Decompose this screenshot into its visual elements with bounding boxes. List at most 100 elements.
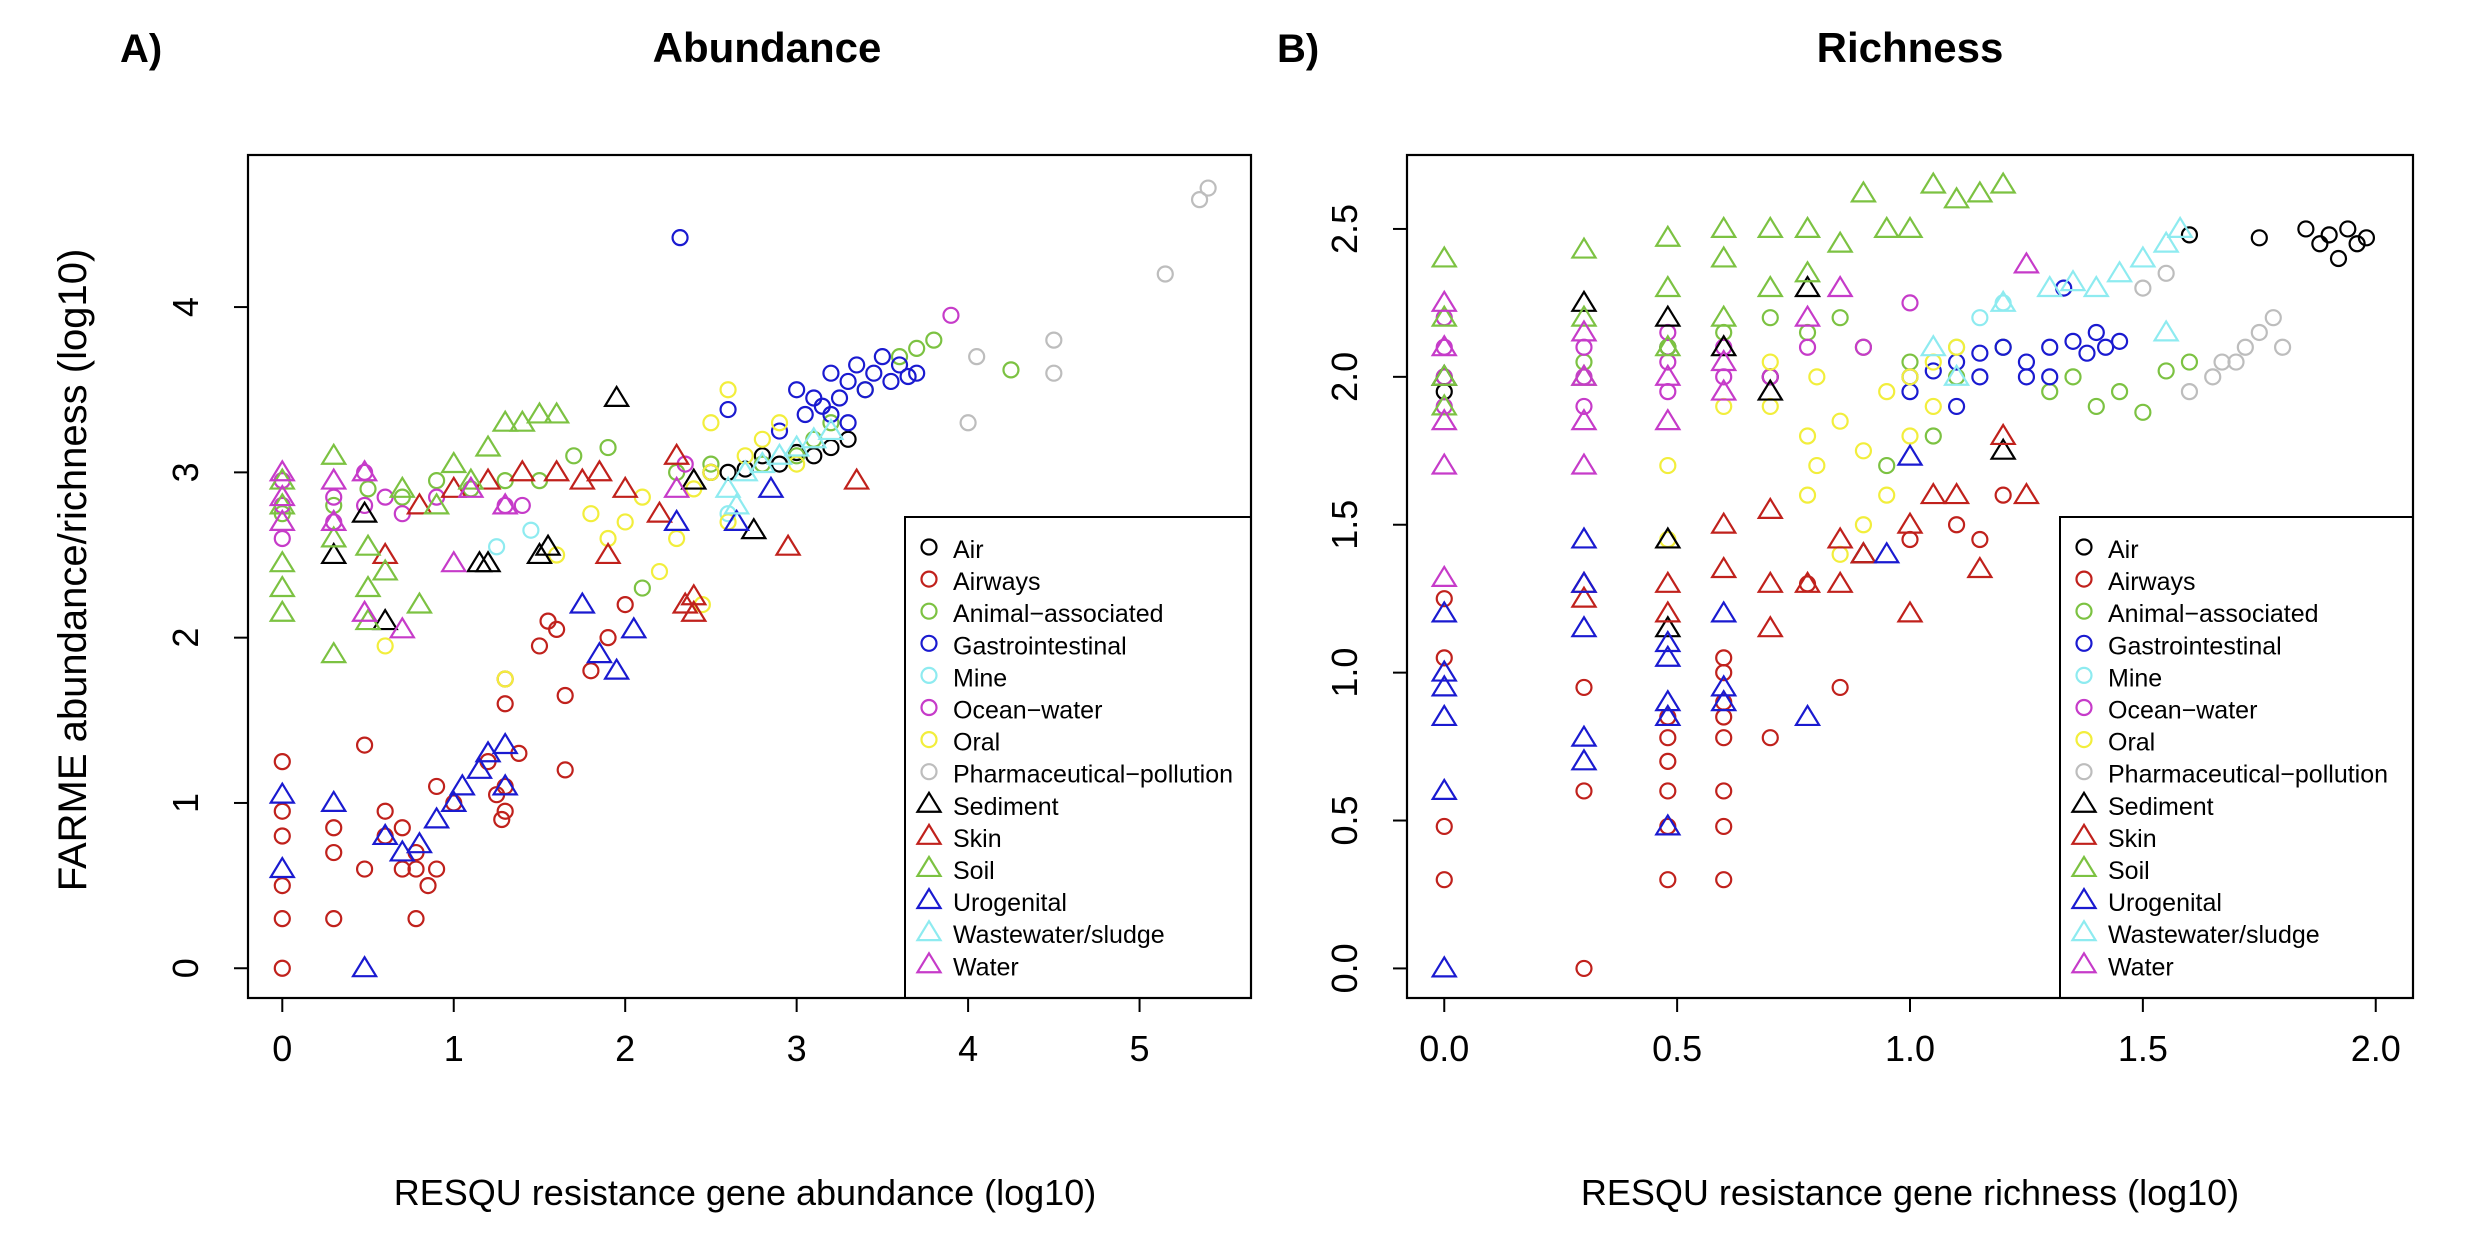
point-gastrointestinal — [2064, 332, 2082, 350]
point-water — [440, 550, 468, 573]
point-oral — [1901, 427, 1919, 445]
point-sediment — [1794, 274, 1822, 298]
point-soil — [405, 591, 433, 614]
point-skin — [671, 591, 699, 614]
point-wastewater-sludge — [2152, 319, 2180, 342]
point-airways — [582, 662, 600, 680]
point-urogenital — [1430, 703, 1458, 727]
point-soil — [1710, 245, 1738, 268]
point-skin — [474, 467, 502, 490]
point-skin — [594, 541, 622, 565]
point-oral — [616, 513, 634, 531]
point-sediment — [1849, 541, 1877, 564]
point-soil — [1570, 304, 1598, 327]
point-water — [1794, 304, 1822, 327]
point-pharmaceutical-pollution — [2157, 264, 2175, 282]
point-ocean-water — [1435, 309, 1453, 327]
point-soil — [1430, 245, 1458, 268]
point-ocean-water — [1575, 397, 1593, 416]
series-airways-richness — [1435, 486, 2012, 978]
point-skin — [1756, 496, 1784, 519]
point-wastewater-sludge — [2082, 274, 2110, 298]
point-oral — [1831, 545, 1849, 563]
point-airways — [556, 686, 574, 705]
legend-marker-wastewater-sludge — [915, 919, 943, 942]
point-urogenital — [620, 616, 648, 639]
point-animal-associated — [702, 455, 720, 473]
point-oral — [1808, 368, 1826, 386]
point-airways — [1575, 782, 1593, 800]
x-tick-label-abundance: 0 — [272, 1028, 292, 1069]
x-axis-label-abundance: RESQU resistance gene abundance (log10) — [394, 1172, 1096, 1213]
legend-marker-sediment — [915, 790, 943, 813]
point-skin — [843, 467, 871, 490]
x-tick-label-richness: 0.0 — [1419, 1028, 1469, 1069]
point-skin — [1710, 511, 1738, 534]
series-oral-abundance — [376, 381, 806, 688]
point-gastrointestinal — [770, 422, 789, 440]
point-animal-associated — [890, 348, 909, 366]
point-soil — [320, 641, 348, 664]
point-skin — [1989, 422, 2017, 446]
point-mine — [1971, 309, 1989, 327]
point-urogenital — [1710, 674, 1738, 697]
point-soil — [1654, 224, 1682, 247]
point-airways — [273, 876, 291, 895]
point-animal-associated — [2180, 353, 2199, 371]
point-skin — [1710, 555, 1738, 579]
point-oral — [1659, 530, 1677, 549]
point-water — [268, 508, 296, 531]
point-soil — [1710, 215, 1738, 238]
point-air — [753, 447, 771, 465]
point-soil — [388, 475, 416, 498]
point-airways — [1659, 782, 1677, 800]
legend-marker-pharmaceutical-pollution — [920, 763, 938, 781]
legend-marker-gastrointestinal — [2075, 634, 2093, 652]
point-airways — [1994, 486, 2012, 504]
y-tick-label-richness: 2.5 — [1324, 204, 1365, 254]
point-urogenital — [1570, 724, 1598, 747]
y-tick-label-abundance: 2 — [165, 628, 206, 648]
point-airways — [1659, 729, 1677, 747]
point-oral — [1715, 397, 1733, 416]
legend-label-mine: Mine — [2108, 664, 2162, 692]
point-animal-associated — [1901, 353, 1919, 371]
point-ocean-water — [1659, 383, 1677, 401]
legend-item-water: Water — [915, 951, 1019, 981]
point-gastrointestinal — [848, 356, 866, 374]
point-airways — [548, 620, 566, 638]
point-pharmaceutical-pollution — [2264, 309, 2282, 327]
point-airways — [496, 777, 514, 796]
point-gastrointestinal — [1971, 344, 1989, 362]
legend-item-wastewater-sludge: Wastewater/sludge — [2070, 919, 2320, 949]
point-oral — [1808, 456, 1826, 475]
point-skin — [1654, 570, 1682, 593]
point-water — [1654, 363, 1682, 386]
point-gastrointestinal — [1947, 397, 1966, 416]
y-tick-label-abundance: 0 — [165, 958, 206, 978]
point-sediment — [351, 500, 379, 523]
point-oral — [1854, 516, 1873, 534]
point-pharmaceutical-pollution — [1156, 265, 1174, 283]
point-gastrointestinal — [719, 400, 737, 419]
point-pharmaceutical-pollution — [959, 414, 977, 432]
point-soil — [320, 442, 348, 465]
point-wastewater-sludge — [2152, 230, 2180, 253]
point-soil — [1943, 186, 1971, 209]
point-skin — [508, 459, 536, 482]
point-skin — [645, 500, 673, 523]
point-gastrointestinal — [1901, 383, 1919, 401]
legend-marker-oral — [920, 730, 938, 749]
point-skin — [663, 442, 691, 465]
legend-item-airways: Airways — [920, 568, 1041, 596]
point-soil — [1794, 215, 1822, 238]
point-urogenital — [603, 657, 631, 680]
point-air — [2339, 220, 2357, 238]
point-urogenital — [1654, 644, 1682, 667]
point-wastewater-sludge — [2106, 260, 2134, 283]
legend-marker-ocean-water — [920, 698, 938, 717]
point-sediment — [1654, 526, 1682, 549]
point-airways — [407, 860, 425, 878]
point-airways — [1831, 678, 1849, 697]
